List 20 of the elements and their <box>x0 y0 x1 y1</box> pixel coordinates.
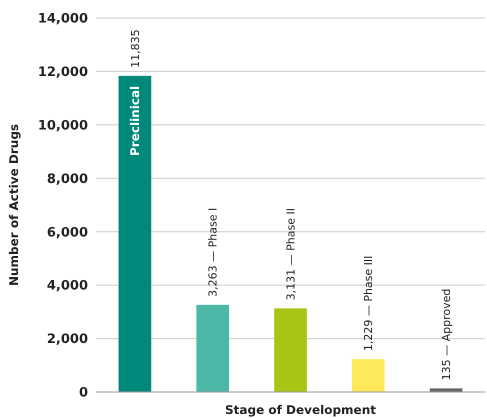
x-axis-title: Stage of Development <box>225 403 376 417</box>
bar <box>274 308 307 392</box>
y-tick-label: 12,000 <box>38 64 88 80</box>
bar <box>352 359 385 392</box>
y-tick-label: 14,000 <box>38 12 88 27</box>
data-label: 1,229 — Phase III <box>362 256 376 352</box>
data-label: 135 — Approved <box>440 288 453 380</box>
y-tick-label: 0 <box>78 386 88 401</box>
data-label: 3,263 — Phase I <box>206 208 220 297</box>
y-tick-label: 2,000 <box>46 332 88 348</box>
data-label: 11,835 <box>128 29 142 68</box>
y-tick-label: 6,000 <box>46 225 88 240</box>
y-tick-label: 4,000 <box>46 278 88 294</box>
y-tick-label: 8,000 <box>46 172 88 187</box>
y-axis-title: Number of Active Drugs <box>7 124 21 286</box>
data-label: 3,131 — Phase II <box>284 208 298 300</box>
x-tick-label: Preclinical <box>128 86 142 156</box>
bar <box>196 304 230 392</box>
y-tick-label: 10,000 <box>38 118 88 134</box>
bar <box>118 76 152 392</box>
